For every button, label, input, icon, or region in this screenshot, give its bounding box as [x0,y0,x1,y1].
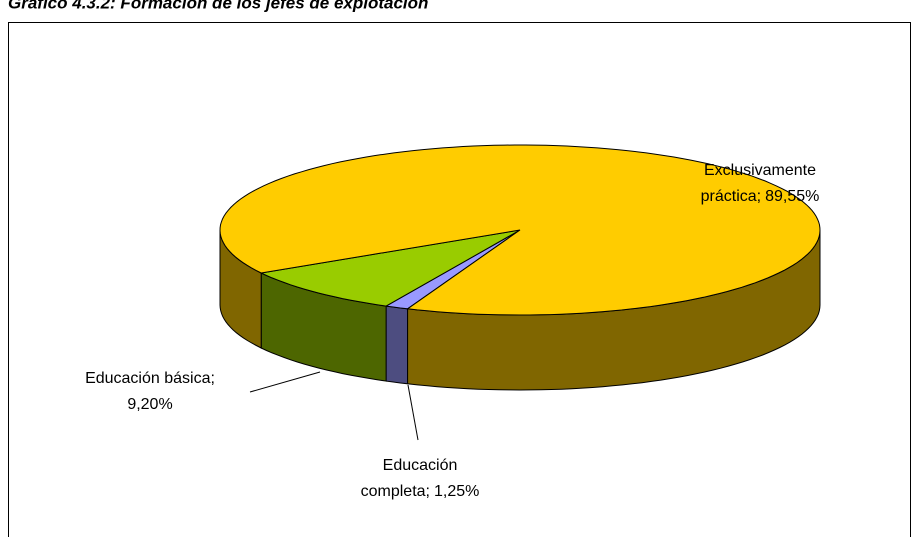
slice [219,144,821,316]
chart-title: Gráfico 4.3.2: Formación de los jefes de… [8,0,428,12]
data-label-value: 89,55% [765,188,819,205]
label-separator: ; [210,370,214,387]
leader-line [407,384,419,441]
data-label-value: 9,20% [127,396,172,413]
slice [259,229,521,307]
data-label-value: 1,25% [434,483,479,500]
label-separator: ; [757,188,761,205]
data-label-category: Educación completa [361,457,458,500]
data-label-category: Exclusivamente práctica [701,162,817,205]
slice-side [385,305,409,385]
label-separator: ; [426,483,430,500]
data-label-category: Educación básica [85,370,211,387]
leader-line [249,371,321,393]
